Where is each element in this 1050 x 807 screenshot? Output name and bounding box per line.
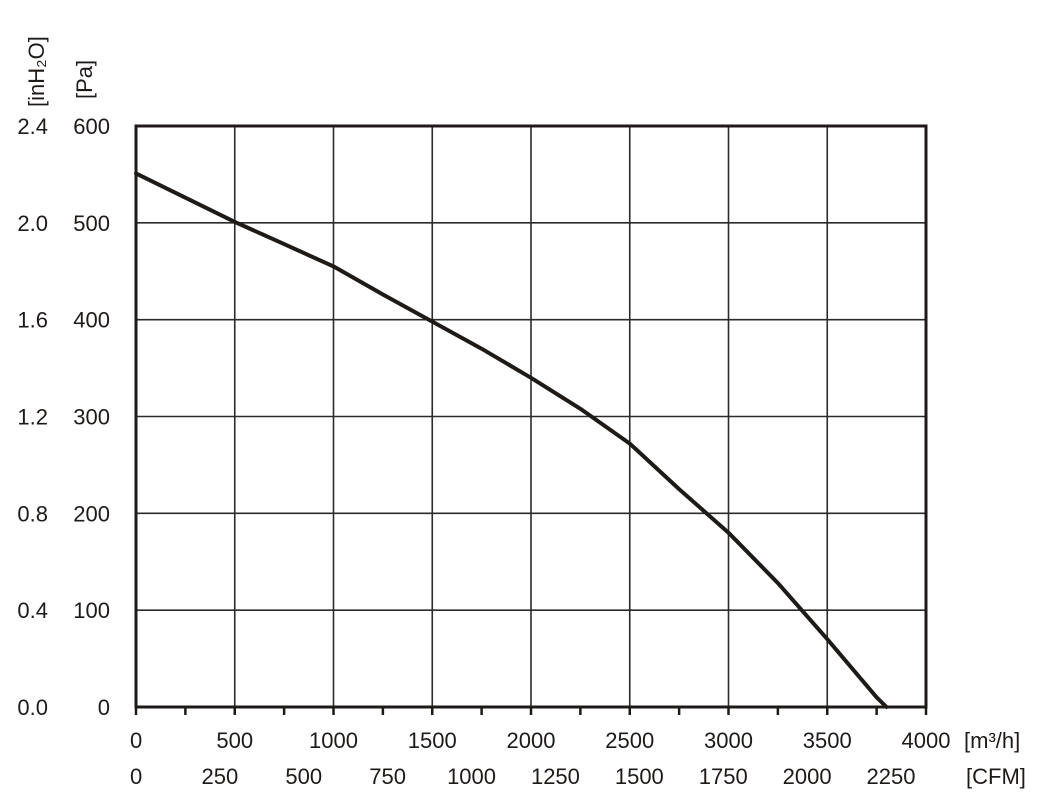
y-axis-inh2o-labels: 0.0 0.4 0.8 1.2 1.6 2.0 2.4	[17, 114, 48, 720]
y-tick-label-inh2o: 2.0	[17, 211, 48, 236]
x-tick-label-cfm: 1750	[699, 764, 748, 789]
x-tick-marks	[134, 707, 928, 715]
y-tick-label-inh2o: 0.8	[17, 501, 48, 526]
y-tick-label-pa: 0	[98, 695, 110, 720]
x-tick-label-m3h: 4000	[902, 728, 951, 753]
x-tick-label-m3h: 2000	[507, 728, 556, 753]
y-axis-inh2o-unit: [inH₂O]	[24, 36, 49, 107]
x-tick-label-m3h: 1500	[408, 728, 457, 753]
y-tick-label-pa: 400	[73, 308, 110, 333]
x-tick-label-cfm: 250	[202, 764, 239, 789]
x-axis-m3h-unit: [m³/h]	[964, 728, 1020, 753]
y-tick-label-inh2o: 1.6	[17, 308, 48, 333]
x-tick-label-cfm: 750	[369, 764, 406, 789]
y-axis-pa-unit: [Pa]	[72, 60, 97, 99]
x-tick-label-m3h: 1000	[309, 728, 358, 753]
y-axis-pa-labels: 0 100 200 300 400 500 600	[73, 114, 110, 720]
x-axis-m3h-labels: 0 500 1000 1500 2000 2500 3000 3500 4000	[130, 728, 950, 753]
x-tick-label-cfm: 2000	[783, 764, 832, 789]
x-tick-label-cfm: 1500	[615, 764, 664, 789]
y-tick-label-pa: 100	[73, 598, 110, 623]
x-tick-label-m3h: 2500	[605, 728, 654, 753]
y-tick-label-inh2o: 0.4	[17, 598, 48, 623]
x-axis-cfm-unit: [CFM]	[966, 764, 1026, 789]
y-tick-label-inh2o: 0.0	[17, 695, 48, 720]
pressure-airflow-curve	[134, 171, 889, 709]
x-tick-label-cfm: 500	[285, 764, 322, 789]
y-tick-label-pa: 300	[73, 405, 110, 430]
x-tick-label-m3h: 500	[216, 728, 253, 753]
x-tick-label-m3h: 0	[130, 728, 142, 753]
y-tick-label-inh2o: 1.2	[17, 405, 48, 430]
x-tick-label-cfm: 1250	[531, 764, 580, 789]
y-tick-label-pa: 500	[73, 211, 110, 236]
x-tick-label-cfm: 0	[130, 764, 142, 789]
x-tick-label-m3h: 3000	[704, 728, 753, 753]
grid-lines	[136, 126, 926, 707]
y-tick-label-inh2o: 2.4	[17, 114, 48, 139]
x-tick-label-cfm: 1000	[447, 764, 496, 789]
x-axis-cfm-labels: 0 250 500 750 1000 1250 1500 1750 2000 2250	[130, 764, 915, 789]
y-tick-label-pa: 200	[73, 501, 110, 526]
x-tick-label-m3h: 3500	[803, 728, 852, 753]
x-tick-label-cfm: 2250	[867, 764, 916, 789]
y-tick-label-pa: 600	[73, 114, 110, 139]
